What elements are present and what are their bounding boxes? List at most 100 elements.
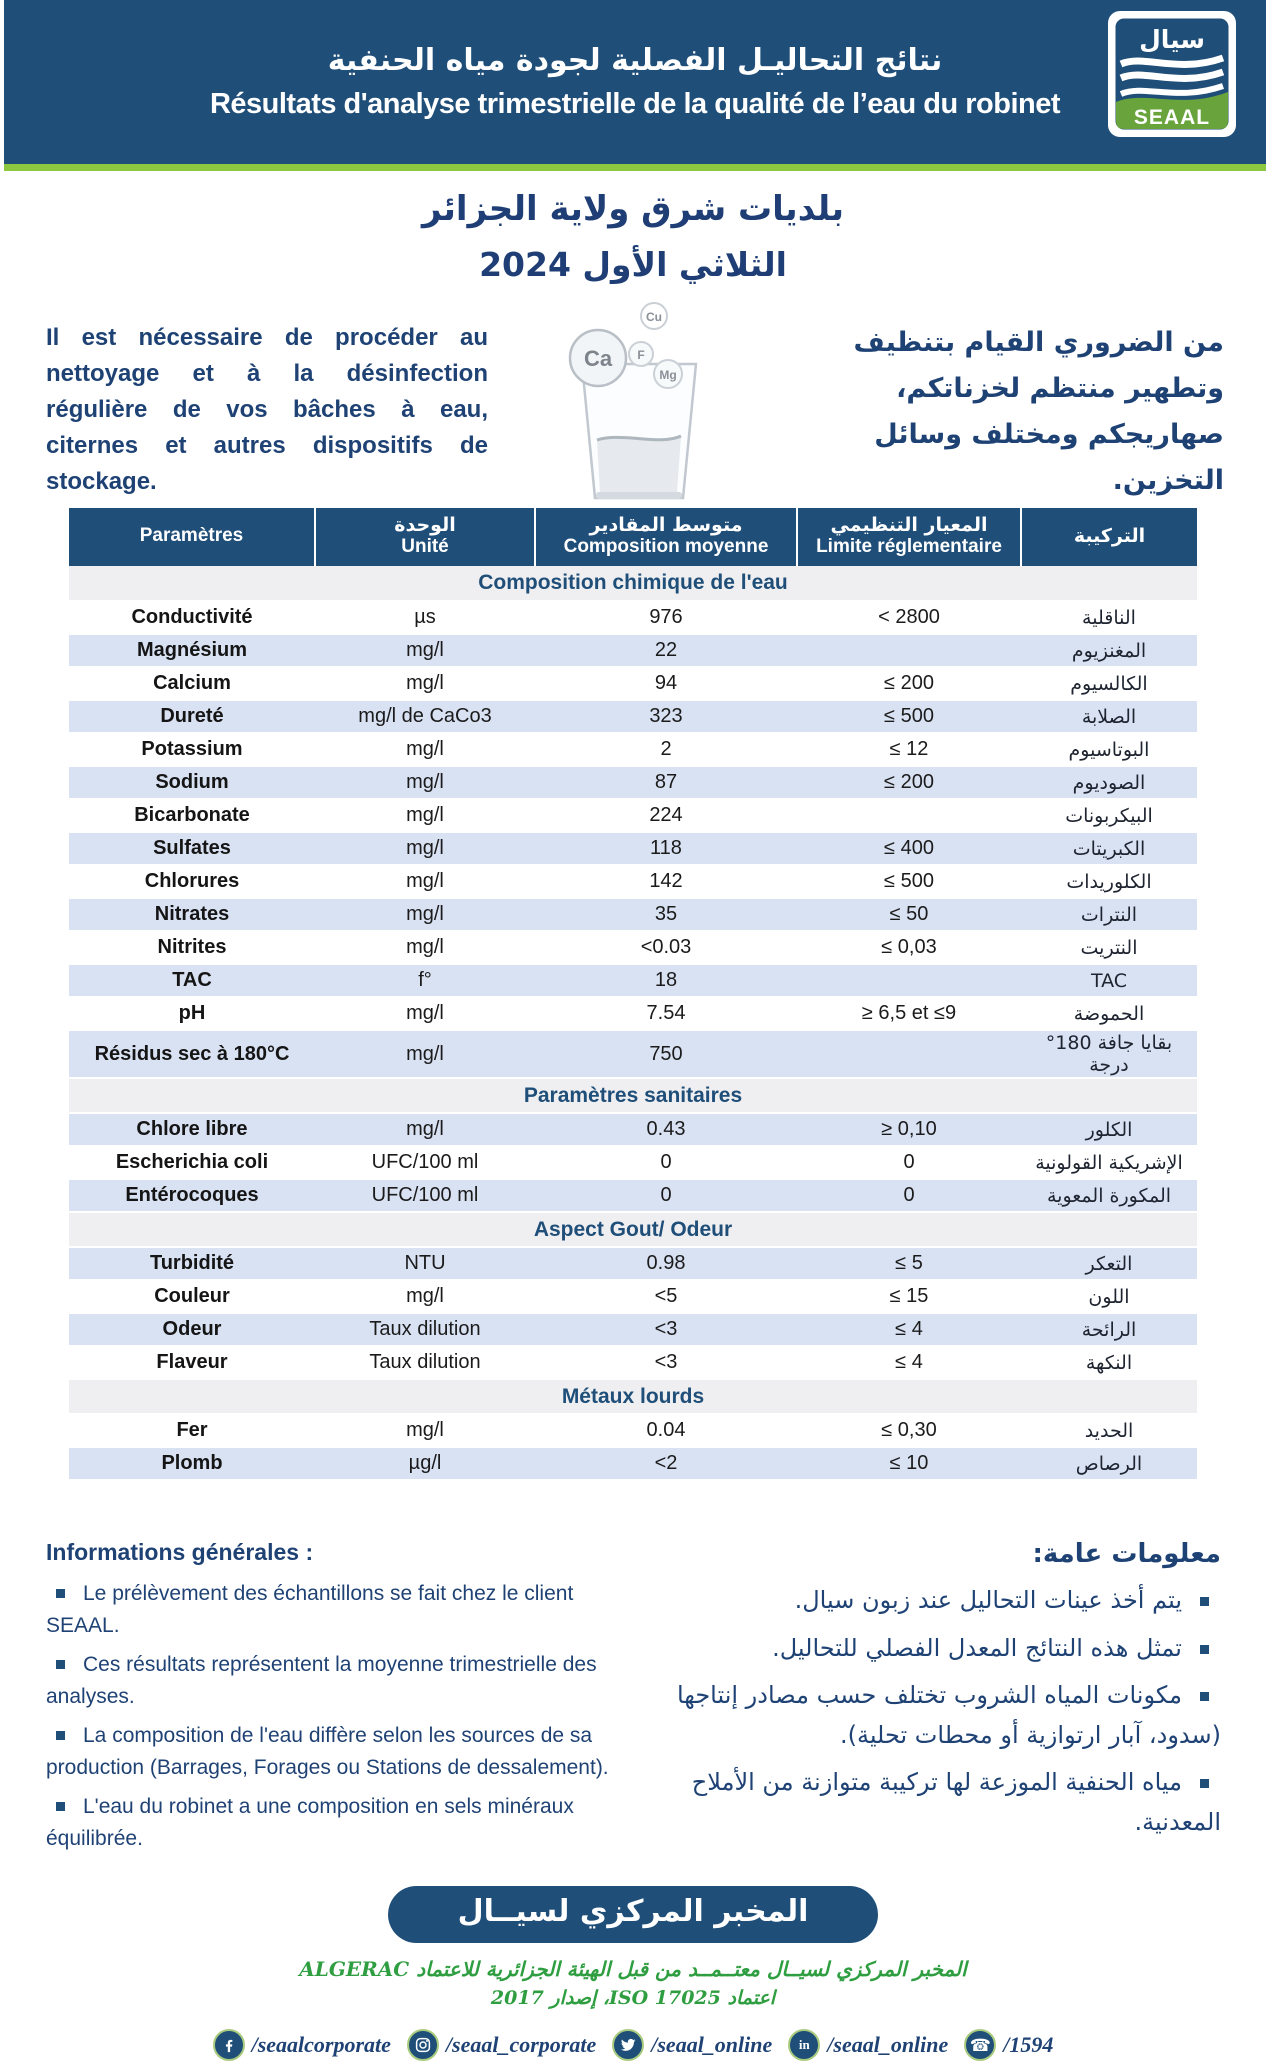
social-linkedin[interactable]: in /seaal_online xyxy=(788,2029,948,2061)
avg-cell: 118 xyxy=(535,832,797,866)
limit-cell: ≤ 0,30 xyxy=(797,1414,1021,1448)
avg-cell: 224 xyxy=(535,799,797,833)
arabic-name-cell: اللون xyxy=(1021,1280,1197,1314)
arabic-name-cell: النكهة xyxy=(1021,1346,1197,1380)
info-arabic-list: يتم أخذ عينات التحاليل عند زبون سيال. تم… xyxy=(643,1581,1221,1843)
arabic-name-cell: التعكر xyxy=(1021,1247,1197,1281)
unit-cell: mg/l xyxy=(315,865,535,899)
avg-cell: 2 xyxy=(535,733,797,767)
section-title: Métaux lourds xyxy=(69,1379,1197,1415)
arabic-name-cell: الناقلية xyxy=(1021,601,1197,635)
limit-cell: ≤ 200 xyxy=(797,766,1021,800)
bubble-ca-label: Ca xyxy=(584,346,613,371)
table-section-row: Paramètres sanitaires xyxy=(69,1078,1197,1114)
arabic-name-cell: الحديد xyxy=(1021,1414,1197,1448)
social-handle[interactable]: /seaal_corporate xyxy=(445,2032,597,2057)
logo-latin-text: SEAAL xyxy=(1134,106,1210,129)
table-row: Fer mg/l 0.04 ≤ 0,30 الحديد xyxy=(69,1414,1197,1448)
unit-cell: µs xyxy=(315,601,535,635)
arabic-name-cell: الكلور xyxy=(1021,1113,1197,1147)
table-row: Conductivité µs 976 < 2800 الناقلية xyxy=(69,601,1197,635)
social-handle[interactable]: /1594 xyxy=(1003,2032,1054,2057)
param-cell: Fer xyxy=(69,1414,315,1448)
avg-cell: <3 xyxy=(535,1313,797,1347)
table-row: Sulfates mg/l 118 ≤ 400 الكبريتات xyxy=(69,832,1197,866)
bubble-cu-label: Cu xyxy=(646,310,662,324)
water-glass-illustration: Cu F Ca Mg xyxy=(488,294,786,506)
arabic-name-cell: النترات xyxy=(1021,898,1197,932)
table-section-row: Composition chimique de l'eau xyxy=(69,566,1197,602)
arabic-name-cell: الكبريتات xyxy=(1021,832,1197,866)
linkedin-icon[interactable]: in xyxy=(788,2029,821,2061)
list-item: L'eau du robinet a une composition en se… xyxy=(46,1791,638,1854)
social-bar: /seaalcorporate /seaal_corporate /seaal_… xyxy=(0,2029,1266,2061)
arabic-name-cell: المكورة المعوية xyxy=(1021,1179,1197,1213)
limit-cell: ≤ 50 xyxy=(797,898,1021,932)
header-unit-french: Unité xyxy=(401,536,449,557)
table-row: Magnésium mg/l 22 المغنزيوم xyxy=(69,634,1197,668)
list-item: مكونات المياه الشروب تختلف حسب مصادر إنت… xyxy=(643,1676,1221,1755)
avg-cell: 323 xyxy=(535,700,797,734)
unit-cell: NTU xyxy=(315,1247,535,1281)
limit-cell xyxy=(797,799,1021,833)
unit-cell: Taux dilution xyxy=(315,1346,535,1380)
avg-cell: <2 xyxy=(535,1447,797,1481)
column-header-tarkiba: التركيبة xyxy=(1021,508,1197,566)
region-title-arabic: بلديات شرق ولاية الجزائر xyxy=(422,189,844,229)
twitter-icon[interactable] xyxy=(612,2029,645,2061)
avg-cell: <5 xyxy=(535,1280,797,1314)
social-instagram[interactable]: /seaal_corporate xyxy=(406,2029,597,2061)
facebook-icon[interactable] xyxy=(212,2029,245,2061)
limit-cell: < 2800 xyxy=(797,601,1021,635)
avg-cell: 976 xyxy=(535,601,797,635)
avg-cell: <3 xyxy=(535,1346,797,1380)
logo-arabic-text: سيال xyxy=(1139,25,1205,54)
param-cell: Dureté xyxy=(69,700,315,734)
param-cell: Flaveur xyxy=(69,1346,315,1380)
column-header-limite: المعيار التنظيمي Limite réglementaire xyxy=(797,508,1022,566)
arabic-name-cell: البوتاسيوم xyxy=(1021,733,1197,767)
bubble-mg xyxy=(653,359,683,389)
glass-base xyxy=(596,492,682,499)
social-handle[interactable]: /seaalcorporate xyxy=(251,2032,391,2057)
table-row: Entérocoques UFC/100 ml 0 0 المكورة المعوية xyxy=(69,1179,1197,1213)
arabic-name-cell: الكلوريدات xyxy=(1021,865,1197,899)
phone-icon[interactable]: ☎ xyxy=(964,2029,997,2061)
table-row: Potassium mg/l 2 ≤ 12 البوتاسيوم xyxy=(69,733,1197,767)
bubble-cu xyxy=(640,302,668,330)
avg-cell: 22 xyxy=(535,634,797,668)
header-title-french: Résultats d'analyse trimestrielle de la … xyxy=(209,88,1061,120)
table-row: Dureté mg/l de CaCo3 323 ≤ 500 الصلابة xyxy=(69,700,1197,734)
arabic-name-cell: البيكربونات xyxy=(1021,799,1197,833)
limit-cell: ≤ 5 xyxy=(797,1247,1021,1281)
header-param-label: Paramètres xyxy=(139,525,244,546)
bubble-ca xyxy=(568,328,628,388)
central-lab-badge-wrap: المخبر المركزي لسيــال xyxy=(0,1886,1266,1943)
results-table: Paramètres الوحدة Unité متوسط المقادير C… xyxy=(69,508,1197,1481)
limit-cell: ≤ 500 xyxy=(797,865,1021,899)
table-row: TAC f° 18 TAC xyxy=(69,964,1197,998)
param-cell: Couleur xyxy=(69,1280,315,1314)
social-facebook[interactable]: /seaalcorporate xyxy=(212,2029,391,2061)
bubble-f-label: F xyxy=(637,348,644,362)
unit-cell: mg/l xyxy=(315,898,535,932)
social-handle[interactable]: /seaal_online xyxy=(827,2032,949,2057)
info-french: Informations générales : Le prélèvement … xyxy=(46,1539,638,1862)
param-cell: Turbidité xyxy=(69,1247,315,1281)
unit-cell: mg/l xyxy=(315,931,535,965)
accreditation-line-2: اعتماد ISO 17025، إصدار 2017 xyxy=(490,1987,776,2009)
social-handle[interactable]: /seaal_online xyxy=(651,2032,773,2057)
header-avg-arabic: متوسط المقادير xyxy=(589,514,743,536)
limit-cell: 0 xyxy=(797,1179,1021,1213)
instagram-icon[interactable] xyxy=(406,2029,439,2061)
header-limit-arabic: المعيار التنظيمي xyxy=(830,514,988,536)
param-cell: Chlorures xyxy=(69,865,315,899)
social-phone[interactable]: ☎ /1594 xyxy=(964,2029,1053,2061)
header-limit-french: Limite réglementaire xyxy=(816,536,1002,557)
unit-cell: mg/l xyxy=(315,1113,535,1147)
avg-cell: 18 xyxy=(535,964,797,998)
social-twitter[interactable]: /seaal_online xyxy=(612,2029,772,2061)
avg-cell: 142 xyxy=(535,865,797,899)
table-row: Flaveur Taux dilution <3 ≤ 4 النكهة xyxy=(69,1346,1197,1380)
bubble-f xyxy=(628,341,654,367)
